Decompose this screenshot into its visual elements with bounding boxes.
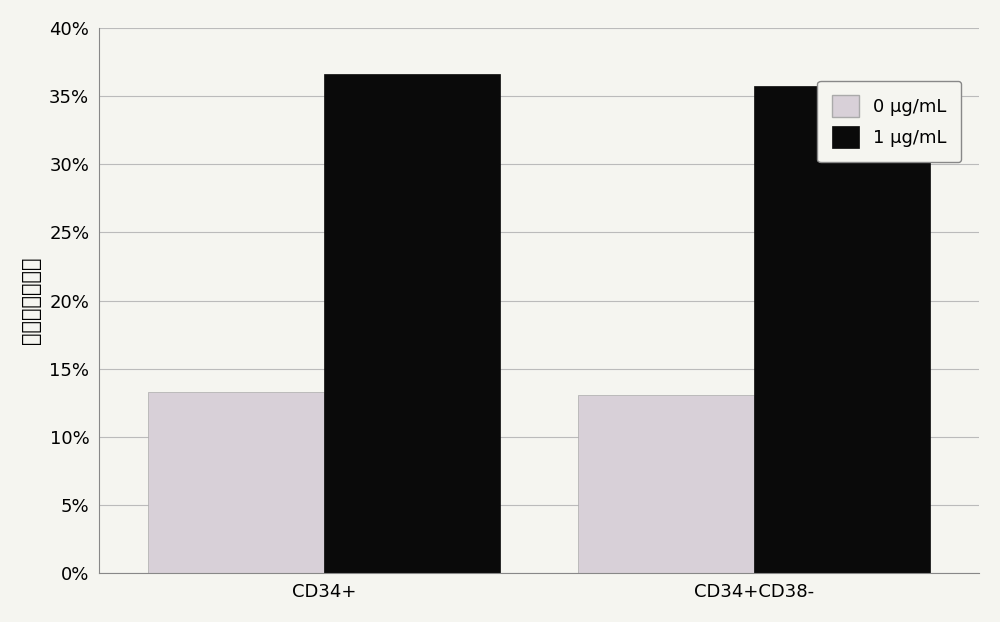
Bar <box>324 74 500 573</box>
Bar <box>754 86 930 573</box>
Y-axis label: 阳性细胞百分比: 阳性细胞百分比 <box>21 257 41 345</box>
Legend: 0 μg/mL, 1 μg/mL: 0 μg/mL, 1 μg/mL <box>817 80 961 162</box>
Bar <box>148 392 324 573</box>
Bar <box>578 395 754 573</box>
